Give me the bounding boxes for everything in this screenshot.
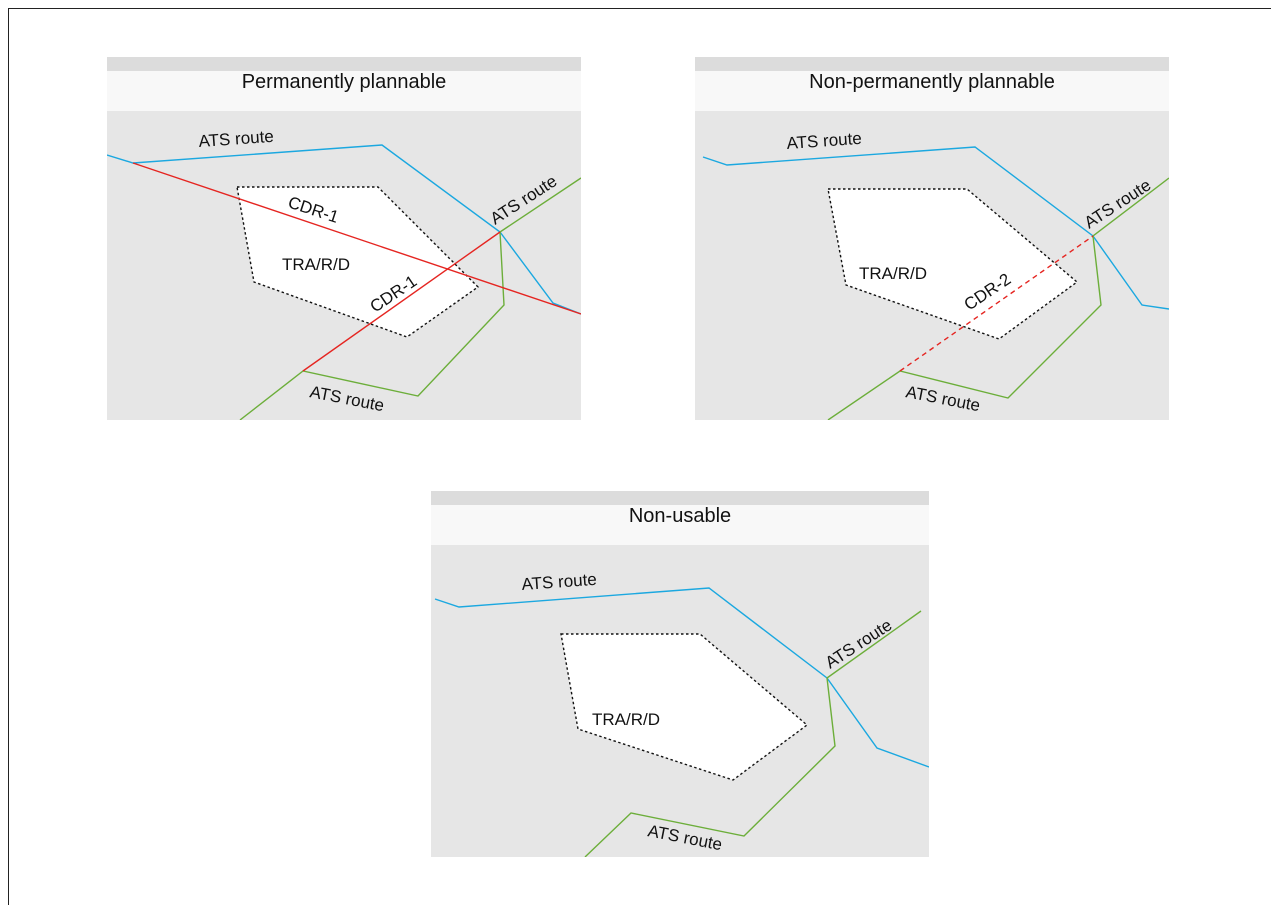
header-band <box>695 71 1169 111</box>
ats-route-blue-line <box>107 144 581 315</box>
restricted-area-polygon <box>236 186 480 338</box>
header-strip <box>107 57 581 71</box>
area-label: TRA/R/D <box>592 710 660 729</box>
area-label: TRA/R/D <box>282 255 350 274</box>
area-label: TRA/R/D <box>859 264 927 283</box>
restricted-area-polygon <box>827 188 1079 340</box>
header-band <box>107 71 581 111</box>
ats-route-blue-line <box>434 587 929 768</box>
diagram-permanently-plannable: ATS route ATS route ATS route CDR-1 CDR-… <box>107 57 581 420</box>
figure-frame <box>8 8 1271 905</box>
cdr-1-route-a-line <box>132 162 581 315</box>
ats-route-green-line <box>239 177 581 420</box>
header-band <box>431 505 929 545</box>
panel-title: Permanently plannable <box>241 71 447 93</box>
panel-title: Non-usable <box>628 505 732 527</box>
diagram-non-permanently-plannable: ATS route ATS route ATS route CDR-2 TRA/… <box>695 57 1169 420</box>
ats-route-blue-line <box>702 146 1169 310</box>
diagram-non-usable: ATS route ATS route ATS route TRA/R/D <box>431 491 929 857</box>
panel-non-permanently-plannable: ATS route ATS route ATS route CDR-2 TRA/… <box>695 57 1169 420</box>
restricted-area-polygon <box>560 633 809 781</box>
panel-title: Non-permanently plannable <box>809 71 1055 93</box>
ats-route-green-line <box>584 610 922 857</box>
ats-route-green-line <box>827 177 1169 420</box>
cdr-2-route-line <box>899 235 1094 372</box>
cdr-1-route-b-line <box>302 231 501 372</box>
header-strip <box>695 57 1169 71</box>
header-strip <box>431 491 929 505</box>
panel-non-usable: ATS route ATS route ATS route TRA/R/D No… <box>431 491 929 857</box>
panel-permanently-plannable: ATS route ATS route ATS route CDR-1 CDR-… <box>107 57 581 420</box>
